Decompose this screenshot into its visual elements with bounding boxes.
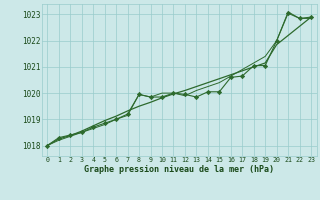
X-axis label: Graphe pression niveau de la mer (hPa): Graphe pression niveau de la mer (hPa) (84, 165, 274, 174)
